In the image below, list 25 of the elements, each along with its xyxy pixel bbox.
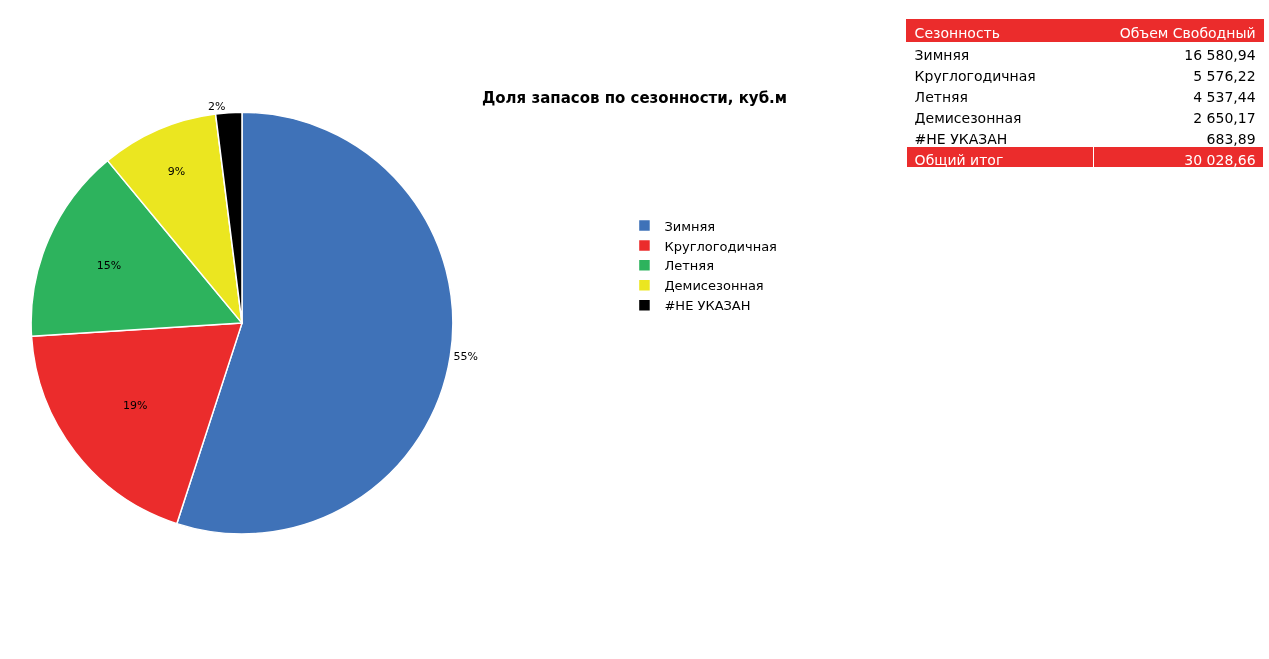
- text: 4 537,44: [1193, 89, 1256, 106]
- category-label: Летняя: [914, 89, 968, 106]
- legend-label: Круглогодичная: [664, 238, 777, 254]
- category-label: #НЕ УКАЗАН: [914, 131, 1008, 148]
- text: 2 650,17: [1193, 110, 1256, 127]
- legend-label: Летняя: [664, 258, 714, 274]
- text: 30 028,66: [1184, 152, 1256, 169]
- text: 16 580,94: [1184, 47, 1256, 64]
- category-label: Зимняя: [914, 47, 970, 64]
- legend-label: Демисезонная: [664, 278, 764, 294]
- text: 683,89: [1206, 131, 1256, 148]
- data-label: 19%: [123, 399, 148, 413]
- text: Сезонность: [914, 25, 1000, 42]
- data-label: 2%: [208, 99, 226, 113]
- legend-label: Зимняя: [664, 218, 716, 234]
- chart-title: Доля запасов по сезонности, куб.м: [481, 88, 788, 107]
- legend-label: #НЕ УКАЗАН: [664, 298, 751, 314]
- data-label: 55%: [453, 349, 478, 363]
- data-label: 15%: [96, 259, 122, 273]
- text: Общий итог: [914, 152, 1004, 169]
- text: 5 576,22: [1193, 68, 1256, 85]
- data-label: 9%: [167, 165, 186, 179]
- category-label: Круглогодичная: [914, 68, 1036, 85]
- text: Объем Свободный: [1119, 25, 1256, 42]
- category-label: Демисезонная: [914, 110, 1022, 127]
